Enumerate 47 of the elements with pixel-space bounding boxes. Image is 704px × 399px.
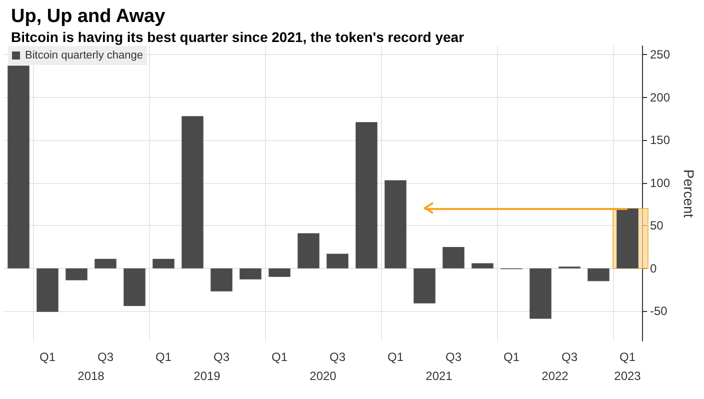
text: 2021: [426, 369, 453, 383]
x-tick-label: Q1: [619, 350, 636, 364]
bar: [152, 258, 174, 268]
bar: [94, 258, 116, 268]
legend-label: Bitcoin quarterly change: [25, 50, 144, 62]
y-axis-title: Percent: [681, 169, 697, 218]
bar: [356, 122, 378, 268]
y-tick-label: 100: [650, 176, 670, 190]
bar: [472, 263, 494, 268]
bar: [210, 268, 232, 292]
y-tick-label: 50: [650, 218, 664, 233]
x-tick-label: Q1: [39, 350, 56, 364]
x-tick-label: Q3: [561, 350, 578, 364]
bar: [414, 268, 436, 304]
text: 2019: [194, 369, 221, 383]
x-tick-label: Q1: [503, 350, 520, 364]
bar: [326, 254, 348, 268]
bar: [66, 268, 88, 280]
x-tick-label: Q1: [387, 350, 404, 364]
text: 2018: [78, 369, 105, 383]
x-tick-label: Q1: [155, 350, 172, 364]
bar: [182, 116, 204, 268]
y-tick-label: -50: [650, 304, 668, 318]
x-tick-label: Q3: [445, 350, 462, 364]
x-tick-label: Q3: [329, 350, 346, 364]
x-tick-label: Q3: [213, 350, 230, 364]
y-tick-label: 150: [650, 133, 670, 148]
text: 2023: [614, 369, 642, 383]
x-tick-label: Q1: [271, 350, 288, 364]
bar: [442, 246, 464, 268]
bar: [36, 268, 58, 312]
bar: [384, 180, 406, 268]
bar: [8, 66, 30, 268]
text: 2022: [542, 369, 569, 383]
y-tick-label: 0: [650, 261, 657, 276]
bar: [298, 233, 320, 268]
y-tick-label: 250: [650, 48, 670, 62]
bar: [588, 268, 610, 282]
chart-title: Up, Up and Away: [11, 6, 166, 27]
bar: [530, 268, 552, 319]
bar: [124, 268, 146, 306]
y-tick-label: 200: [650, 90, 670, 104]
text: 2020: [310, 369, 337, 383]
bar: [268, 268, 290, 277]
bar: [240, 268, 262, 280]
chart-subtitle: Bitcoin is having its best quarter since 2021, the token's record year: [11, 29, 465, 45]
x-tick-label: Q3: [97, 350, 114, 364]
